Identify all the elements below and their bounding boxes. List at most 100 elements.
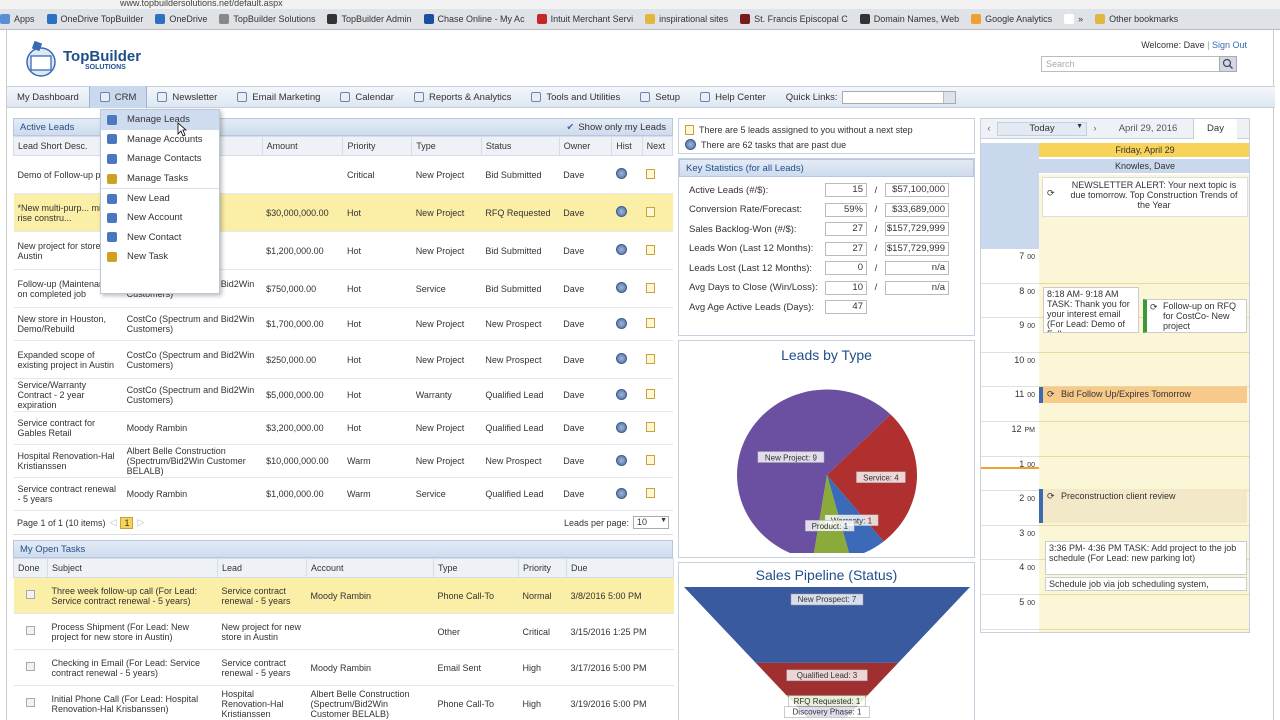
nav-item-reports-analytics[interactable]: Reports & Analytics <box>404 86 521 108</box>
next-step-icon[interactable] <box>646 244 656 255</box>
bookmark-item[interactable]: OneDrive TopBuilder <box>46 14 143 24</box>
lead-account[interactable]: Albert Belle Construction (Spectrum/Bid2… <box>122 444 263 478</box>
bookmark-item[interactable]: Apps <box>0 14 35 24</box>
nav-item-email-marketing[interactable]: Email Marketing <box>227 86 330 108</box>
lead-account[interactable]: CostCo (Spectrum and Bid2Win Customers) <box>122 307 263 341</box>
next-step-icon[interactable] <box>646 206 656 217</box>
tasks-column-header[interactable]: Subject <box>47 558 218 578</box>
bookmark-item[interactable]: TopBuilder Admin <box>327 14 412 24</box>
bookmark-item[interactable]: St. Francis Episcopal C <box>740 14 848 24</box>
prev-page-icon[interactable]: ◁ <box>109 517 117 527</box>
hour-slot[interactable] <box>1039 629 1249 632</box>
history-icon[interactable] <box>615 317 627 329</box>
task-subject[interactable]: Initial Phone Call (For Lead: Hospital R… <box>47 685 218 720</box>
crm-menu-manage-accounts[interactable]: Manage Accounts <box>101 130 219 150</box>
calendar-event[interactable]: ⟳ Bid Follow Up/Expires Tomorrow <box>1039 387 1247 403</box>
bookmark-item[interactable]: Intuit Merchant Servi <box>536 14 633 24</box>
tasks-column-header[interactable]: Priority <box>518 558 567 578</box>
table-row[interactable]: Three week follow-up call (For Lead: Ser… <box>13 577 674 614</box>
task-subject[interactable]: Three week follow-up call (For Lead: Ser… <box>47 577 218 614</box>
calendar-event[interactable]: ⟳ Follow-up on RFQ for CostCo- New projec… <box>1143 299 1247 333</box>
bookmark-item[interactable]: TopBuilder Solutions <box>219 14 315 24</box>
leads-column-header[interactable]: Status <box>480 136 560 156</box>
tasks-column-header[interactable]: Due <box>566 558 674 578</box>
crm-menu-new-contact[interactable]: New Contact <box>101 228 219 248</box>
hour-slot[interactable] <box>1039 595 1249 630</box>
today-button[interactable]: Today ▼ <box>997 121 1087 136</box>
next-step-icon[interactable] <box>646 422 656 432</box>
table-row[interactable]: Process Shipment (For Lead: New project … <box>13 613 674 650</box>
bookmark-item[interactable]: inspirational sites <box>645 14 728 24</box>
per-page-select[interactable]: 10 ▼ <box>633 516 669 529</box>
history-icon[interactable] <box>615 168 627 179</box>
sign-out-link[interactable]: Sign Out <box>1211 40 1247 50</box>
table-row[interactable]: Service contract for Gables Retail Moody … <box>13 411 673 445</box>
leads-column-header[interactable]: Owner <box>558 136 613 156</box>
calendar-event[interactable]: 8:18 AM- 9:18 AM TASK: Thank you for you… <box>1043 287 1139 333</box>
next-step-icon[interactable] <box>646 353 656 364</box>
lead-account[interactable]: CostCo (Spectrum and Bid2Win Customers) <box>122 340 263 379</box>
history-icon[interactable] <box>615 454 627 466</box>
leads-column-header[interactable]: Amount <box>261 136 344 156</box>
hour-slot[interactable] <box>1039 249 1249 284</box>
next-step-icon[interactable] <box>646 168 656 179</box>
history-icon[interactable] <box>615 353 627 364</box>
bookmark-item[interactable]: Google Analytics <box>971 14 1052 24</box>
table-row[interactable]: Service/Warranty Contract - 2 year expir… <box>13 378 673 412</box>
lead-desc[interactable]: Service contract for Gables Retail <box>13 411 123 445</box>
address-bar[interactable]: www.topbuildersolutions.net/default.aspx <box>0 0 1280 9</box>
table-row[interactable]: New store in Houston, Demo/Rebuild CostCo… <box>13 307 673 341</box>
crm-menu-new-task[interactable]: New Task <box>101 247 219 267</box>
task-subject[interactable]: Process Shipment (For Lead: New project … <box>47 613 218 650</box>
bookmark-item[interactable]: » <box>1064 14 1083 24</box>
tasks-column-header[interactable]: Lead <box>217 558 307 578</box>
bookmark-item[interactable]: OneDrive <box>155 14 207 24</box>
pie-slice-new-project[interactable] <box>737 389 891 560</box>
done-checkbox[interactable] <box>26 698 35 707</box>
table-row[interactable]: Hospital Renovation-Hal Kristianssen Albe… <box>13 444 673 478</box>
nav-item-setup[interactable]: Setup <box>630 86 690 108</box>
history-icon[interactable] <box>615 487 627 499</box>
nav-item-crm[interactable]: CRM <box>88 86 148 108</box>
done-checkbox[interactable] <box>26 662 35 671</box>
hour-slot[interactable] <box>1039 352 1249 388</box>
lead-account[interactable]: Moody Rambin <box>122 411 263 445</box>
tasks-column-header[interactable]: Type <box>433 558 519 578</box>
alert-past-due[interactable]: There are 62 tasks that are past due <box>701 139 847 150</box>
next-day-icon[interactable]: › <box>1093 123 1097 134</box>
hour-slot[interactable] <box>1039 422 1249 457</box>
lead-desc[interactable]: New store in Houston, Demo/Rebuild <box>13 307 123 341</box>
table-row[interactable]: Expanded scope of existing project in Au… <box>13 340 673 379</box>
tasks-column-header[interactable]: Done <box>13 558 48 578</box>
table-row[interactable]: Checking in Email (For Lead: Service con… <box>13 649 674 686</box>
newsletter-alert-event[interactable]: ⟳ NEWSLETTER ALERT: Your next topic is d… <box>1042 177 1248 217</box>
crm-menu-manage-leads[interactable]: Manage Leads <box>101 110 219 130</box>
history-icon[interactable] <box>615 282 627 293</box>
next-step-icon[interactable] <box>646 455 656 465</box>
leads-column-header[interactable]: Type <box>411 136 482 156</box>
nav-item-newsletter[interactable]: Newsletter <box>147 86 227 108</box>
show-only-my-leads[interactable]: ✔ Show only my Leads <box>566 122 666 133</box>
topbuilder-logo[interactable]: TopBuilder SOLUTIONS <box>19 36 149 86</box>
next-step-icon[interactable] <box>646 389 656 399</box>
lead-desc[interactable]: Service contract renewal - 5 years <box>13 477 123 511</box>
leads-column-header[interactable]: Next <box>641 136 674 156</box>
next-step-icon[interactable] <box>646 318 656 328</box>
done-checkbox[interactable] <box>26 626 35 635</box>
search-input[interactable]: Search <box>1041 56 1237 72</box>
done-checkbox[interactable] <box>26 590 35 599</box>
history-icon[interactable] <box>615 421 627 433</box>
next-page-icon[interactable]: ▷ <box>137 517 145 527</box>
leads-column-header[interactable]: Priority <box>342 136 413 156</box>
prev-day-icon[interactable]: ‹ <box>987 123 991 134</box>
crm-menu-new-account[interactable]: New Account <box>101 208 219 228</box>
lead-account[interactable]: Moody Rambin <box>122 477 263 511</box>
bookmark-item[interactable]: Domain Names, Web <box>859 14 959 24</box>
checkbox-checked-icon[interactable]: ✔ <box>566 121 575 133</box>
calendar-event[interactable]: Schedule job via job scheduling system, <box>1045 577 1247 591</box>
crm-menu-manage-contacts[interactable]: Manage Contacts <box>101 149 219 169</box>
bookmark-item[interactable]: Chase Online - My Ac <box>423 14 525 24</box>
search-button[interactable] <box>1219 56 1237 72</box>
crm-menu-manage-tasks[interactable]: Manage Tasks <box>101 169 219 189</box>
calendar-event[interactable]: 3:36 PM- 4:36 PM TASK: Add project to th… <box>1045 541 1247 575</box>
